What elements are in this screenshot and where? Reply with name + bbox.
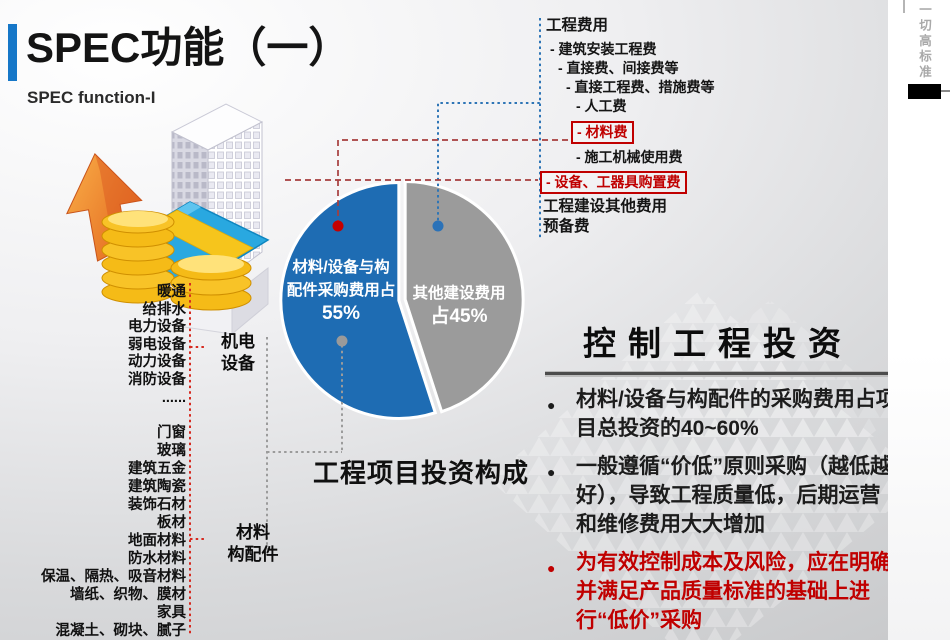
- list-item: 板材: [157, 515, 186, 531]
- pie-caption: 工程项目投资构成: [313, 458, 530, 488]
- list-item: 动力设备: [128, 354, 186, 371]
- list-item: 弱电设备: [128, 336, 186, 353]
- pie-anchor-dot-blue: [432, 220, 444, 232]
- list-item: 给排水: [142, 301, 187, 318]
- bullet-point-emphasized: 为有效控制成本及风险，应在明确并满足产品质量标准的基础上进行“低价”采购: [543, 548, 897, 635]
- fee-item: - 直接工程费、措施费等: [566, 79, 715, 95]
- pie-slice-label-other: 其他建设费用 占45%: [412, 285, 506, 327]
- section-heading: 控制工程投资: [583, 325, 853, 362]
- mech-equipment-list: 暖通 给排水 电力设备 弱电设备 动力设备 消防设备 ......: [58, 284, 186, 407]
- marker-line: [941, 90, 950, 92]
- list-item: 墙纸、织物、膜材: [70, 587, 186, 603]
- materials-label: 材料 构配件: [227, 523, 279, 564]
- fee-item-equipment-box: - 设备、工器具购置费: [540, 171, 715, 194]
- pie-anchor-dot-gray: [336, 335, 348, 347]
- list-item: 建筑陶瓷: [128, 479, 186, 495]
- pie-anchor-dot-red: [332, 220, 344, 232]
- list-item: 混凝土、砌块、腻子: [55, 623, 187, 639]
- bullet-point: 一般遵循“价低”原则采购（越低越好），导致工程质量低，后期运营和维修费用大大增加: [543, 452, 897, 539]
- fee-item: 预备费: [543, 218, 590, 235]
- page-subtitle: SPEC function-I: [27, 88, 156, 107]
- list-item: 家具: [157, 605, 186, 621]
- title-accent-bar: [8, 24, 17, 81]
- list-item: ......: [161, 389, 186, 406]
- equipment-fee-box: - 设备、工器具购置费: [540, 171, 687, 194]
- right-margin-strip: 一切高标准: [888, 0, 950, 640]
- cost-breakdown-tree: 工程费用 - 建筑安装工程费 - 直接费、间接费等 - 直接工程费、措施费等 -…: [540, 17, 715, 236]
- list-item: 装饰石材: [128, 497, 186, 513]
- list-item: 保温、隔热、吸音材料: [41, 569, 186, 585]
- materials-fee-box: - 材料费: [571, 121, 634, 144]
- fee-item: - 人工费: [576, 98, 627, 114]
- list-item: 电力设备: [128, 319, 186, 336]
- list-item: 地面材料: [128, 533, 186, 549]
- page-title: SPEC功能（一）: [26, 24, 351, 71]
- fee-item-materials-box: - 材料费: [571, 121, 715, 144]
- side-note-vertical-text: 一切高标准: [917, 3, 931, 81]
- pie-slice-label-materials: 材料/设备与构 配件采购费用占 55%: [286, 259, 396, 324]
- fee-item: 工程建设其他费用: [543, 198, 668, 215]
- fee-item: 工程费用: [546, 17, 609, 34]
- list-item: 防水材料: [128, 551, 186, 567]
- list-item: 消防设备: [128, 371, 186, 388]
- list-item: 玻璃: [157, 443, 186, 459]
- fee-item: - 建筑安装工程费: [550, 41, 657, 57]
- mech-equipment-label: 机电 设备: [221, 332, 255, 373]
- building-icon: [170, 103, 264, 293]
- list-item: 建筑五金: [128, 461, 186, 477]
- heading-divider: [545, 371, 888, 377]
- key-points-list: 材料/设备与构配件的采购费用占项目总投资的40~60% 一般遵循“价低”原则采购…: [543, 385, 897, 640]
- black-marker-bar: [908, 84, 941, 99]
- up-arrow-icon: [65, 152, 143, 262]
- fee-item: - 直接费、间接费等: [558, 60, 679, 76]
- materials-list: 门窗 玻璃 建筑五金 建筑陶瓷 装饰石材 板材 地面材料 防水材料 保温、隔热、…: [14, 424, 186, 640]
- top-tick-line: [903, 0, 905, 13]
- fee-item: - 施工机械使用费: [576, 149, 683, 165]
- list-item: 门窗: [157, 425, 186, 441]
- bullet-point: 材料/设备与构配件的采购费用占项目总投资的40~60%: [543, 385, 897, 443]
- list-item: 暖通: [157, 284, 186, 300]
